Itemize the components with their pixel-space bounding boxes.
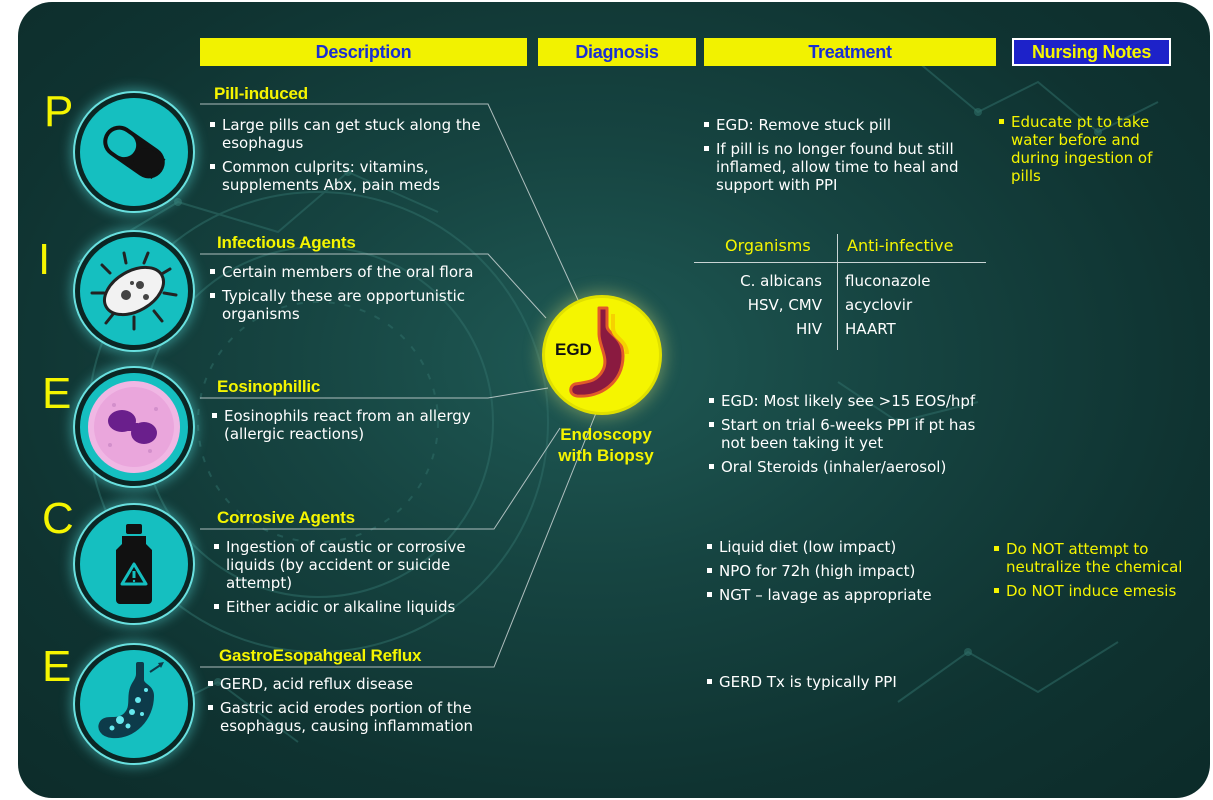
table-cell: C. albicans	[740, 272, 822, 290]
row-title-infectious: Infectious Agents	[217, 233, 356, 252]
row-title-gerd: GastroEsopahgeal Reflux	[219, 646, 422, 665]
diagnosis-badge: EGD	[555, 340, 592, 359]
list-item: Start on trial 6-weeks PPI if pt has not…	[709, 416, 994, 452]
treatment-list-corrosive: Liquid diet (low impact) NPO for 72h (hi…	[707, 538, 987, 610]
eosinophil-icon	[80, 373, 188, 481]
list-item: Large pills can get stuck along the esop…	[210, 116, 495, 152]
list-item: Do NOT attempt to neutralize the chemica…	[994, 540, 1199, 576]
list-item: Gastric acid erodes portion of the esoph…	[208, 699, 498, 735]
list-item: GERD, acid reflux disease	[208, 675, 498, 693]
list-item: Either acidic or alkaline liquids	[214, 598, 494, 616]
list-item: Ingestion of caustic or corrosive liquid…	[214, 538, 494, 592]
header-nursing-notes: Nursing Notes	[1012, 38, 1171, 66]
list-item: NGT – lavage as appropriate	[707, 586, 987, 604]
table-header-organisms: Organisms	[725, 236, 811, 255]
pill-icon	[80, 98, 188, 206]
list-item: Typically these are opportunistic organi…	[210, 287, 495, 323]
table-cell: acyclovir	[845, 296, 913, 314]
diagnosis-egd-circle	[545, 298, 659, 412]
description-list-corrosive: Ingestion of caustic or corrosive liquid…	[214, 538, 494, 622]
list-item: NPO for 72h (high impact)	[707, 562, 987, 580]
header-description: Description	[200, 38, 527, 66]
list-item: Eosinophils react from an allergy (aller…	[212, 407, 497, 443]
list-item: If pill is no longer found but still inf…	[704, 140, 989, 194]
list-item: EGD: Remove stuck pill	[704, 116, 989, 134]
row-title-eosinophilic: Eosinophillic	[217, 377, 321, 396]
list-item: Liquid diet (low impact)	[707, 538, 987, 556]
table-divider-vertical	[837, 234, 838, 350]
description-list-infectious: Certain members of the oral flora Typica…	[210, 263, 495, 329]
list-item: Certain members of the oral flora	[210, 263, 495, 281]
nursing-notes-pill: Educate pt to take water before and duri…	[999, 113, 1179, 191]
row-title-corrosive: Corrosive Agents	[217, 508, 355, 527]
table-header-anti-infective: Anti-infective	[847, 236, 954, 255]
list-item: EGD: Most likely see >15 EOS/hpf	[709, 392, 994, 410]
row-title-pill-induced: Pill-induced	[214, 84, 308, 103]
table-cell: fluconazole	[845, 272, 931, 290]
table-cell: HIV	[796, 320, 822, 338]
header-diagnosis: Diagnosis	[538, 38, 696, 66]
list-item: Oral Steroids (inhaler/aerosol)	[709, 458, 994, 476]
description-list-pill: Large pills can get stuck along the esop…	[210, 116, 495, 200]
stomach-reflux-icon	[80, 650, 188, 758]
description-list-gerd: GERD, acid reflux disease Gastric acid e…	[208, 675, 498, 741]
microbe-icon	[80, 237, 188, 345]
treatment-list-pill: EGD: Remove stuck pill If pill is no lon…	[704, 116, 989, 200]
list-item: Educate pt to take water before and duri…	[999, 113, 1179, 185]
diagnosis-label: Endoscopy with Biopsy	[558, 425, 654, 465]
stomach-icon	[569, 306, 629, 398]
table-divider	[694, 262, 986, 263]
list-item: Do NOT induce emesis	[994, 582, 1199, 600]
description-list-eosinophilic: Eosinophils react from an allergy (aller…	[212, 407, 497, 449]
nursing-notes-corrosive: Do NOT attempt to neutralize the chemica…	[994, 540, 1199, 606]
treatment-list-gerd: GERD Tx is typically PPI	[707, 673, 987, 697]
mnemonic-letter-p: P	[44, 87, 74, 136]
mnemonic-letter-i: I	[38, 235, 51, 284]
treatment-list-eosinophilic: EGD: Most likely see >15 EOS/hpf Start o…	[709, 392, 994, 482]
list-item: Common culprits: vitamins, supplements A…	[210, 158, 495, 194]
header-treatment: Treatment	[704, 38, 996, 66]
mnemonic-letter-c: C	[42, 494, 74, 543]
table-cell: HAART	[845, 320, 896, 338]
list-item: GERD Tx is typically PPI	[707, 673, 987, 691]
mnemonic-letter-e2: E	[42, 642, 72, 691]
caustic-bottle-icon	[80, 510, 188, 618]
table-cell: HSV, CMV	[747, 296, 822, 314]
mnemonic-letter-e: E	[42, 369, 72, 418]
